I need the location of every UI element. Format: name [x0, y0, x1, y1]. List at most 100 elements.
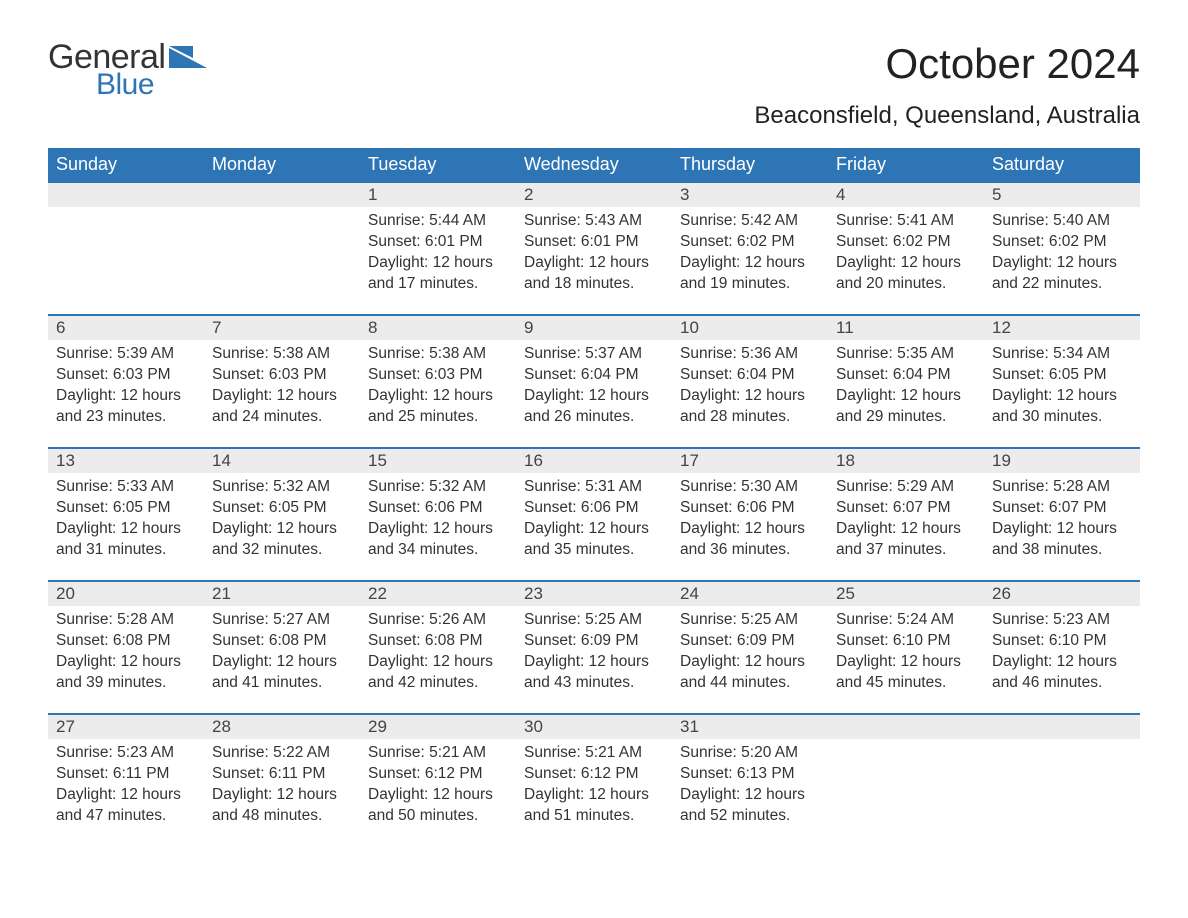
day-body-cell: Sunrise: 5:37 AMSunset: 6:04 PMDaylight:… [516, 340, 672, 448]
day-body-cell: Sunrise: 5:28 AMSunset: 6:07 PMDaylight:… [984, 473, 1140, 581]
sunrise-line: Sunrise: 5:37 AM [524, 344, 664, 365]
day-number-cell: 27 [48, 714, 204, 739]
sunset-line: Sunset: 6:05 PM [212, 498, 352, 519]
sunset-line: Sunset: 6:07 PM [992, 498, 1132, 519]
sunset-line: Sunset: 6:10 PM [836, 631, 976, 652]
daylight-line: Daylight: 12 hours and 42 minutes. [368, 652, 508, 694]
day-body-cell [204, 207, 360, 315]
day-body-cell: Sunrise: 5:27 AMSunset: 6:08 PMDaylight:… [204, 606, 360, 714]
logo: General Blue [48, 40, 209, 100]
day-number-cell: 8 [360, 315, 516, 340]
sunset-line: Sunset: 6:12 PM [368, 764, 508, 785]
daylight-line: Daylight: 12 hours and 23 minutes. [56, 386, 196, 428]
logo-text: General Blue [48, 40, 165, 100]
sunrise-line: Sunrise: 5:21 AM [368, 743, 508, 764]
day-number-row: 13141516171819 [48, 448, 1140, 473]
day-body-row: Sunrise: 5:44 AM Sunset: 6:01 PM Daylight:… [48, 207, 1140, 315]
day-body-cell: Sunrise: 5:39 AMSunset: 6:03 PMDaylight:… [48, 340, 204, 448]
day-number-cell [828, 714, 984, 739]
day-header: Wednesday [516, 148, 672, 182]
day-body-cell: Sunrise: 5:34 AMSunset: 6:05 PMDaylight:… [984, 340, 1140, 448]
day-body-cell: Sunrise: 5:26 AMSunset: 6:08 PMDaylight:… [360, 606, 516, 714]
day-body-cell [48, 207, 204, 315]
day-body-row: Sunrise: 5:28 AMSunset: 6:08 PMDaylight:… [48, 606, 1140, 714]
sunrise-line: Sunrise: 5:44 AM [368, 211, 508, 232]
sunrise-line: Sunrise: 5:33 AM [56, 477, 196, 498]
day-body-cell: Sunrise: 5:25 AMSunset: 6:09 PMDaylight:… [672, 606, 828, 714]
sunset-line: Sunset: 6:04 PM [836, 365, 976, 386]
day-body-cell: Sunrise: 5:44 AMSunset: 6:01 PMDaylight:… [360, 207, 516, 315]
day-number-cell: 17 [672, 448, 828, 473]
sunset-line: Sunset: 6:02 PM [836, 232, 976, 253]
daylight-line: Daylight: 12 hours and 38 minutes. [992, 519, 1132, 561]
day-body-row: Sunrise: 5:33 AM Sunset: 6:05 PM Daylight:… [48, 473, 1140, 581]
daylight-line: Daylight: 12 hours and 17 minutes. [368, 253, 508, 295]
day-number-row: 2728293031 [48, 714, 1140, 739]
day-number-cell: 12 [984, 315, 1140, 340]
day-header-row: SundayMondayTuesdayWednesdayThursdayFrid… [48, 148, 1140, 182]
sunset-line: Sunset: 6:11 PM [212, 764, 352, 785]
day-header: Thursday [672, 148, 828, 182]
day-body-cell: Sunrise: 5:25 AMSunset: 6:09 PMDaylight:… [516, 606, 672, 714]
sunset-line: Sunset: 6:05 PM [992, 365, 1132, 386]
day-number-row: 20212223242526 [48, 581, 1140, 606]
sunrise-line: Sunrise: 5:22 AM [212, 743, 352, 764]
day-number-cell: 20 [48, 581, 204, 606]
daylight-line: Daylight: 12 hours and 36 minutes. [680, 519, 820, 561]
sunset-line: Sunset: 6:01 PM [524, 232, 664, 253]
daylight-line: Daylight: 12 hours and 34 minutes. [368, 519, 508, 561]
day-number-cell: 22 [360, 581, 516, 606]
daylight-line: Daylight: 12 hours and 44 minutes. [680, 652, 820, 694]
day-number-cell: 7 [204, 315, 360, 340]
sunrise-line: Sunrise: 5:27 AM [212, 610, 352, 631]
sunrise-line: Sunrise: 5:34 AM [992, 344, 1132, 365]
logo-flag-icon [169, 46, 209, 74]
sunrise-line: Sunrise: 5:38 AM [368, 344, 508, 365]
day-number-cell: 14 [204, 448, 360, 473]
day-number-cell: 11 [828, 315, 984, 340]
day-body-row: Sunrise: 5:23 AMSunset: 6:11 PMDaylight:… [48, 739, 1140, 847]
day-body-cell: Sunrise: 5:33 AMSunset: 6:05 PMDaylight:… [48, 473, 204, 581]
day-number-cell: 13 [48, 448, 204, 473]
sunset-line: Sunset: 6:04 PM [680, 365, 820, 386]
sunrise-line: Sunrise: 5:38 AM [212, 344, 352, 365]
sunrise-line: Sunrise: 5:42 AM [680, 211, 820, 232]
day-body-row: Sunrise: 5:39 AMSunset: 6:03 PMDaylight:… [48, 340, 1140, 448]
sunrise-line: Sunrise: 5:29 AM [836, 477, 976, 498]
sunset-line: Sunset: 6:03 PM [368, 365, 508, 386]
header: General Blue October 2024 Beaconsfield, … [48, 40, 1140, 130]
day-number-cell: 18 [828, 448, 984, 473]
daylight-line: Daylight: 12 hours and 25 minutes. [368, 386, 508, 428]
day-body-cell: Sunrise: 5:23 AMSunset: 6:10 PMDaylight:… [984, 606, 1140, 714]
daylight-line: Daylight: 12 hours and 31 minutes. [56, 519, 196, 561]
day-body-cell: Sunrise: 5:38 AMSunset: 6:03 PMDaylight:… [204, 340, 360, 448]
daylight-line: Daylight: 12 hours and 45 minutes. [836, 652, 976, 694]
day-number-cell [204, 182, 360, 207]
day-body-cell [828, 739, 984, 847]
title-block: October 2024 Beaconsfield, Queensland, A… [754, 40, 1140, 130]
day-body-cell: Sunrise: 5:22 AMSunset: 6:11 PMDaylight:… [204, 739, 360, 847]
sunset-line: Sunset: 6:13 PM [680, 764, 820, 785]
daylight-line: Daylight: 12 hours and 51 minutes. [524, 785, 664, 827]
daylight-line: Daylight: 12 hours and 22 minutes. [992, 253, 1132, 295]
sunrise-line: Sunrise: 5:24 AM [836, 610, 976, 631]
sunset-line: Sunset: 6:09 PM [680, 631, 820, 652]
day-body-cell: Sunrise: 5:24 AMSunset: 6:10 PMDaylight:… [828, 606, 984, 714]
daylight-line: Daylight: 12 hours and 41 minutes. [212, 652, 352, 694]
daylight-line: Daylight: 12 hours and 39 minutes. [56, 652, 196, 694]
sunset-line: Sunset: 6:02 PM [680, 232, 820, 253]
day-body-cell: Sunrise: 5:35 AMSunset: 6:04 PMDaylight:… [828, 340, 984, 448]
sunset-line: Sunset: 6:07 PM [836, 498, 976, 519]
sunrise-line: Sunrise: 5:32 AM [212, 477, 352, 498]
day-body-cell: Sunrise: 5:28 AMSunset: 6:08 PMDaylight:… [48, 606, 204, 714]
sunrise-line: Sunrise: 5:39 AM [56, 344, 196, 365]
daylight-line: Daylight: 12 hours and 30 minutes. [992, 386, 1132, 428]
day-body-cell: Sunrise: 5:30 AMSunset: 6:06 PMDaylight:… [672, 473, 828, 581]
day-number-cell: 23 [516, 581, 672, 606]
daylight-line: Daylight: 12 hours and 47 minutes. [56, 785, 196, 827]
sunrise-line: Sunrise: 5:25 AM [524, 610, 664, 631]
sunset-line: Sunset: 6:06 PM [368, 498, 508, 519]
sunset-line: Sunset: 6:06 PM [680, 498, 820, 519]
day-body-cell: Sunrise: 5:21 AMSunset: 6:12 PMDaylight:… [360, 739, 516, 847]
daylight-line: Daylight: 12 hours and 52 minutes. [680, 785, 820, 827]
